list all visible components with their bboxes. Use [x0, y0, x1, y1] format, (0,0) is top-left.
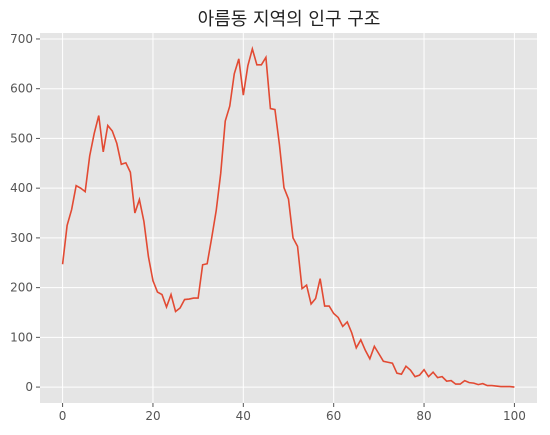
y-tick-label: 600	[10, 82, 33, 96]
chart-title: 아름동 지역의 인구 구조	[198, 9, 381, 30]
y-tick-label: 300	[10, 231, 33, 245]
x-tick-label: 40	[236, 409, 251, 423]
y-tick-label: 100	[10, 330, 33, 344]
y-tick-label: 200	[10, 281, 33, 295]
x-tick-label: 80	[416, 409, 431, 423]
y-tick-label: 700	[10, 32, 33, 46]
x-tick-label: 0	[59, 409, 67, 423]
plot-area	[40, 33, 537, 403]
x-axis: 0 20 40 60 80 100	[59, 403, 526, 423]
y-tick-label: 0	[25, 380, 33, 394]
series-line	[61, 45, 515, 388]
x-tick-label: 20	[145, 409, 160, 423]
x-tick-label: 60	[326, 409, 341, 423]
x-tick-label: 100	[503, 409, 526, 423]
y-tick-label: 400	[10, 181, 33, 195]
y-tick-label: 500	[10, 131, 33, 145]
y-axis: 0 100 200 300 400 500 600 700	[10, 32, 40, 394]
